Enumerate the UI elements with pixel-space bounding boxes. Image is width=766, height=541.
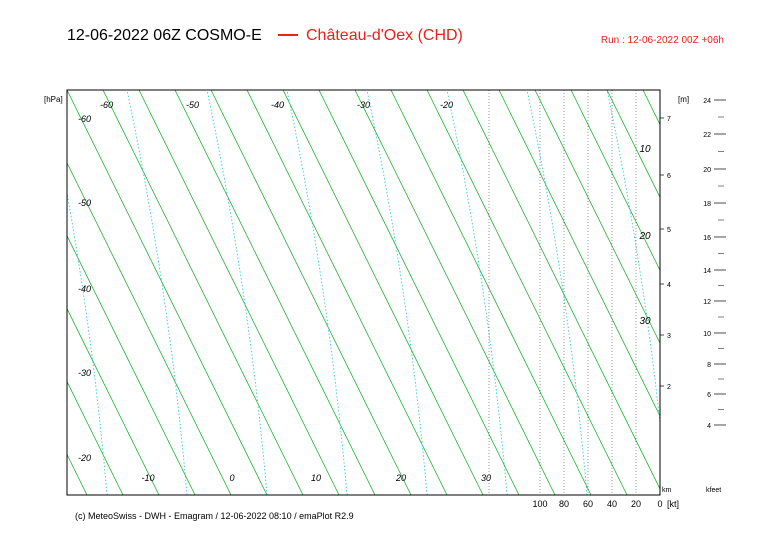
- dry-adiabat-line: [679, 90, 766, 495]
- wind-speed-tick-label: 20: [631, 499, 641, 509]
- dry-adiabat-line: [534, 90, 660, 345]
- moist-adiabat-curve: [687, 90, 747, 495]
- dry-adiabat-line: [67, 453, 88, 495]
- kfeet-tick-label: 24: [703, 98, 711, 105]
- dry-adiabat-line: [138, 90, 340, 495]
- dry-adiabat-line: [426, 90, 628, 495]
- dry-adiabat-line: [67, 307, 160, 495]
- moist-adiabat-curve: [526, 90, 588, 495]
- wind-speed-tick-label: 100: [532, 499, 547, 509]
- wind-speed-tick-label: 40: [607, 499, 617, 509]
- footer-credit: (c) MeteoSwiss - DWH - Emagram / 12-06-2…: [75, 511, 354, 521]
- moist-adiabat-curve: [286, 90, 348, 495]
- kfeet-tick-label: 18: [703, 201, 711, 208]
- dry-adiabat-line: [751, 90, 766, 495]
- isotherm-label-bottom: 20: [395, 473, 406, 483]
- isotherm-label-left: -20: [78, 453, 91, 463]
- kfeet-tick-label: 4: [707, 423, 711, 430]
- km-tick-label: 3: [667, 333, 671, 340]
- dry-adiabat-line: [570, 90, 660, 272]
- kfeet-tick-label: 12: [703, 299, 711, 306]
- isotherm-label-bottom: 0: [229, 473, 234, 483]
- kt-label: [kt]: [667, 499, 679, 509]
- kfeet-tick-label: 14: [703, 268, 711, 275]
- isotherm-label-top: -60: [100, 100, 113, 110]
- isotherm-label-bottom: 10: [311, 473, 321, 483]
- station-label: Château-d'Oex (CHD): [278, 27, 463, 45]
- kfeet-tick-label: 6: [707, 392, 711, 399]
- moist-adiabat-curve: [126, 90, 188, 495]
- moist-adiabat-curve: [0, 90, 27, 495]
- wind-speed-tick-label: 80: [559, 499, 569, 509]
- station-name: Château-d'Oex (CHD): [306, 27, 463, 44]
- kfeet-tick-label: 22: [703, 132, 711, 139]
- moist-adiabat-curve: [606, 90, 660, 428]
- dry-adiabat-line: [282, 90, 484, 495]
- moist-adiabat-curve: [446, 90, 508, 495]
- isotherm-label-top: -40: [271, 100, 284, 110]
- isotherm-label-left: -30: [78, 368, 91, 378]
- moist-adiabat-curve: [366, 90, 428, 495]
- dry-adiabat-line: [67, 90, 268, 495]
- dry-adiabat-line: [67, 380, 124, 495]
- km-tick-label: 5: [667, 227, 671, 234]
- dry-adiabat-line: [606, 90, 660, 199]
- dry-adiabat-line: [0, 90, 51, 495]
- chart-title: 12-06-2022 06Z COSMO-E: [67, 27, 262, 44]
- isotherm-label-left: -40: [78, 284, 91, 294]
- kfeet-tick-label: 20: [703, 167, 711, 174]
- dry-adiabat-line: [0, 90, 15, 495]
- moist-adiabat-curve: [67, 190, 108, 495]
- km-label: km: [662, 487, 672, 494]
- isotherm-label-top: -50: [186, 100, 199, 110]
- kfeet-tick-label: 8: [707, 362, 711, 369]
- wind-speed-tick-label: 0: [657, 499, 662, 509]
- isotherm-label-top: -30: [357, 100, 370, 110]
- wind-profile-label: 20: [638, 231, 651, 242]
- dry-adiabat-line: [102, 90, 304, 495]
- wind-speed-tick-label: 60: [583, 499, 593, 509]
- dry-adiabat-line: [354, 90, 556, 495]
- dry-adiabat-line: [246, 90, 448, 495]
- dry-adiabat-line: [67, 234, 196, 495]
- kfeet-tick-label: 16: [703, 235, 711, 242]
- plot-frame: [66, 89, 661, 496]
- kfeet-label: kfeet: [706, 487, 721, 494]
- isotherm-label-left: -50: [78, 198, 91, 208]
- isotherm-label-bottom: -10: [141, 473, 154, 483]
- km-tick-label: 2: [667, 384, 671, 391]
- pressure-unit: [hPa]: [44, 95, 63, 104]
- dry-adiabat-line: [318, 90, 520, 495]
- height-unit: [m]: [678, 95, 689, 104]
- km-tick-label: 4: [667, 282, 671, 289]
- dry-adiabat-line: [174, 90, 376, 495]
- isotherm-label-bottom: 30: [481, 473, 491, 483]
- wind-profile-label: 30: [639, 316, 651, 327]
- station-line-swatch: [278, 33, 298, 36]
- km-tick-label: 7: [667, 116, 671, 123]
- dry-adiabat-line: [498, 90, 660, 417]
- km-tick-label: 6: [667, 173, 671, 180]
- kfeet-tick-label: 10: [703, 331, 711, 338]
- wind-profile-label: 10: [639, 144, 651, 155]
- isotherm-label-left: -60: [78, 114, 91, 124]
- dry-adiabat-line: [210, 90, 412, 495]
- moist-adiabat-curve: [206, 90, 268, 495]
- dry-adiabat-line: [67, 161, 232, 495]
- dry-adiabat-line: [715, 90, 766, 495]
- dry-adiabat-line: [642, 90, 660, 126]
- run-label: Run : 12-06-2022 00Z +06h: [600, 35, 724, 46]
- isotherm-label-top: -20: [440, 100, 453, 110]
- dry-adiabat-line: [390, 90, 592, 495]
